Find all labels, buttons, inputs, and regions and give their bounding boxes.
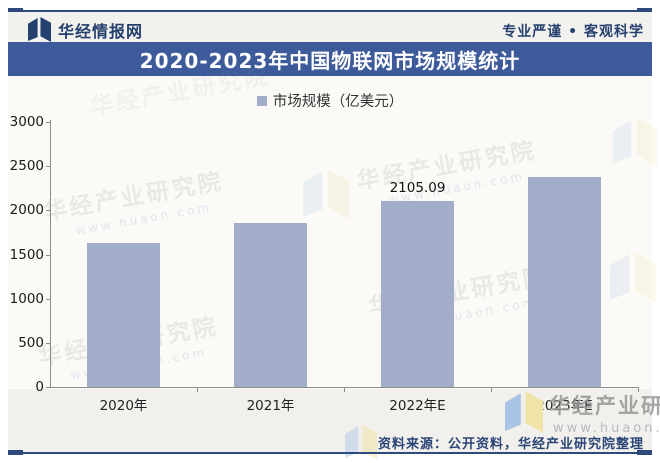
y-tick-label: 2500	[9, 158, 44, 175]
legend-swatch	[256, 95, 267, 106]
x-tick-mark	[344, 388, 345, 392]
brand-name: 华经情报网	[58, 21, 144, 41]
top-divider-left-cap	[8, 8, 23, 13]
y-tick-mark	[46, 210, 50, 212]
x-tick-label: 2020年	[99, 398, 148, 414]
y-tick-label: 500	[18, 334, 44, 351]
y-tick-label: 3000	[9, 114, 44, 130]
y-tick-label: 2000	[9, 202, 44, 219]
bar-value-label: 2105.09	[389, 180, 446, 197]
y-tick-mark	[46, 298, 50, 300]
y-tick-mark	[46, 122, 50, 123]
brand: 华经情报网	[28, 17, 143, 42]
top-divider-right-cap	[637, 8, 652, 13]
bar	[234, 222, 307, 387]
x-tick-label: 2023年E	[536, 398, 593, 414]
bottom-divider-right-cap	[637, 450, 652, 455]
bar	[528, 176, 601, 387]
bar	[87, 242, 160, 387]
footer-strip	[8, 389, 652, 452]
x-tick-label: 2022年E	[389, 398, 446, 414]
bottom-divider-left-cap	[8, 450, 23, 455]
y-tick-label: 1500	[9, 246, 44, 263]
title-banner: 2020-2023年中国物联网市场规模统计	[8, 42, 652, 76]
y-tick-label: 1000	[9, 290, 44, 307]
y-tick-mark	[46, 387, 50, 388]
header-strip	[8, 12, 652, 42]
x-tick-mark	[638, 388, 639, 392]
x-tick-label: 2021年	[246, 398, 295, 414]
legend-label: 市场规模（亿美元）	[272, 94, 404, 110]
x-tick-mark	[491, 388, 492, 392]
brand-logo-icon	[28, 17, 51, 42]
y-tick-mark	[46, 254, 50, 256]
y-tick-label: 0	[35, 379, 44, 395]
source-note: 资料来源：公开资料，华经产业研究院整理	[377, 437, 644, 452]
bar	[381, 201, 454, 387]
chart-legend: 市场规模（亿美元）	[0, 90, 660, 111]
x-tick-mark	[197, 388, 198, 392]
y-tick-mark	[46, 166, 50, 168]
chart-title: 2020-2023年中国物联网市场规模统计	[139, 48, 521, 73]
header-slogan: 专业严谨 • 客观科学	[502, 24, 644, 40]
y-axis	[50, 120, 51, 388]
top-divider-line	[8, 10, 652, 12]
bottom-divider-line	[8, 452, 652, 454]
x-axis	[50, 387, 639, 388]
y-tick-mark	[46, 342, 50, 344]
